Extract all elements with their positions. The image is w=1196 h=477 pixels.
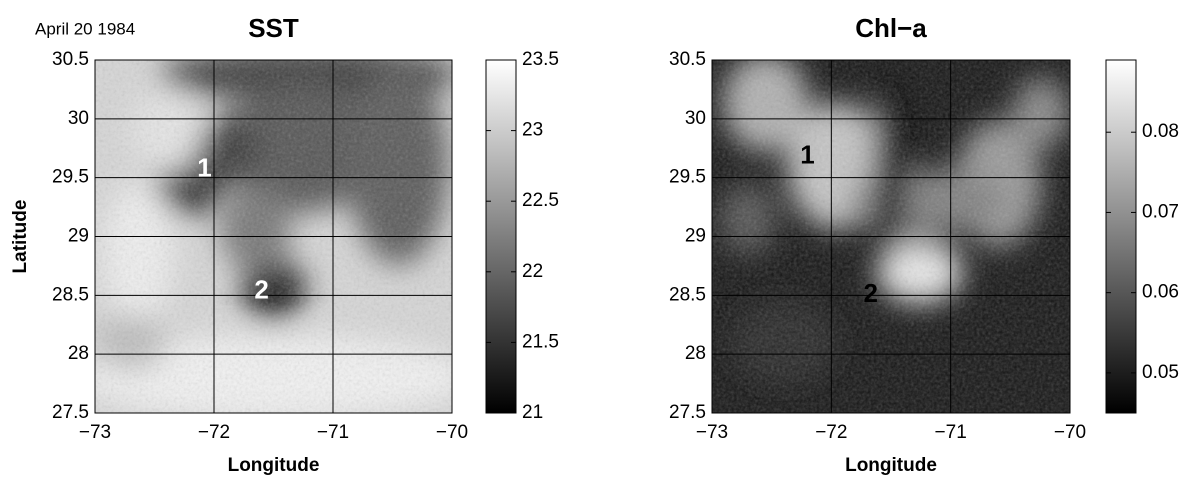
x-tick-label: −73 (79, 422, 111, 443)
x-axis-label: Longitude (845, 455, 937, 476)
colorbar-tick-label: 22.5 (522, 190, 559, 211)
y-tick-label: 27.5 (669, 402, 706, 423)
colorbar-tick-label: 21.5 (522, 331, 559, 352)
colorbar-tick-label: 23 (522, 120, 543, 141)
y-tick-label: 29.5 (52, 167, 89, 188)
y-tick-label: 30 (68, 108, 89, 129)
y-tick-label: 30.5 (669, 49, 706, 70)
y-tick-label: 29 (685, 226, 706, 247)
subtitle: April 20 1984 (35, 19, 135, 38)
chart-title: Chl−a (855, 13, 927, 43)
chart-title: SST (248, 13, 299, 43)
x-tick-label: −72 (815, 422, 847, 443)
x-tick-label: −70 (1054, 422, 1086, 443)
annotation: 2 (863, 278, 877, 308)
annotation: 2 (254, 275, 268, 305)
y-axis-label: Latitude (10, 200, 31, 274)
y-tick-label: 28.5 (669, 284, 706, 305)
colorbar-tick-label: 23.5 (522, 49, 559, 70)
colorbar (1106, 60, 1136, 413)
chart: −73 −72 −71 −70 27.5 28 28.5 29 29.5 30 30.5 1 2 Chl−… (669, 13, 1179, 476)
x-axis-label: Longitude (228, 455, 320, 476)
colorbar-tick-label: 0.05 (1142, 362, 1179, 383)
y-tick-label: 28 (68, 343, 89, 364)
colorbar-tick-label: 0.07 (1142, 201, 1179, 222)
colorbar-tick-label: 22 (522, 261, 543, 282)
heatmap-image (77, 46, 470, 420)
x-tick-label: −72 (198, 422, 230, 443)
colorbar-tick-label: 21 (522, 402, 543, 423)
x-tick-label: −71 (935, 422, 967, 443)
y-tick-label: 30 (685, 108, 706, 129)
y-tick-label: 28.5 (52, 284, 89, 305)
y-tick-label: 27.5 (52, 402, 89, 423)
colorbar (486, 60, 516, 413)
y-tick-label: 29.5 (669, 167, 706, 188)
chart: −73 −72 −71 −70 27.5 28 28.5 29 29.5 30 30.5 1 2 SST L… (10, 13, 559, 476)
annotation: 1 (197, 152, 211, 182)
annotation: 1 (800, 139, 814, 169)
x-tick-label: −73 (696, 422, 728, 443)
y-tick-label: 29 (68, 226, 89, 247)
y-tick-label: 28 (685, 343, 706, 364)
y-tick-label: 30.5 (52, 49, 89, 70)
colorbar-tick-label: 0.06 (1142, 282, 1179, 303)
x-tick-label: −71 (317, 422, 349, 443)
heatmap-image (712, 53, 1070, 413)
colorbar-tick-label: 0.08 (1142, 121, 1179, 142)
x-tick-label: −70 (436, 422, 468, 443)
figure: −73 −72 −71 −70 27.5 28 28.5 29 29.5 30 30.5 1 2 SST L… (0, 0, 1196, 477)
